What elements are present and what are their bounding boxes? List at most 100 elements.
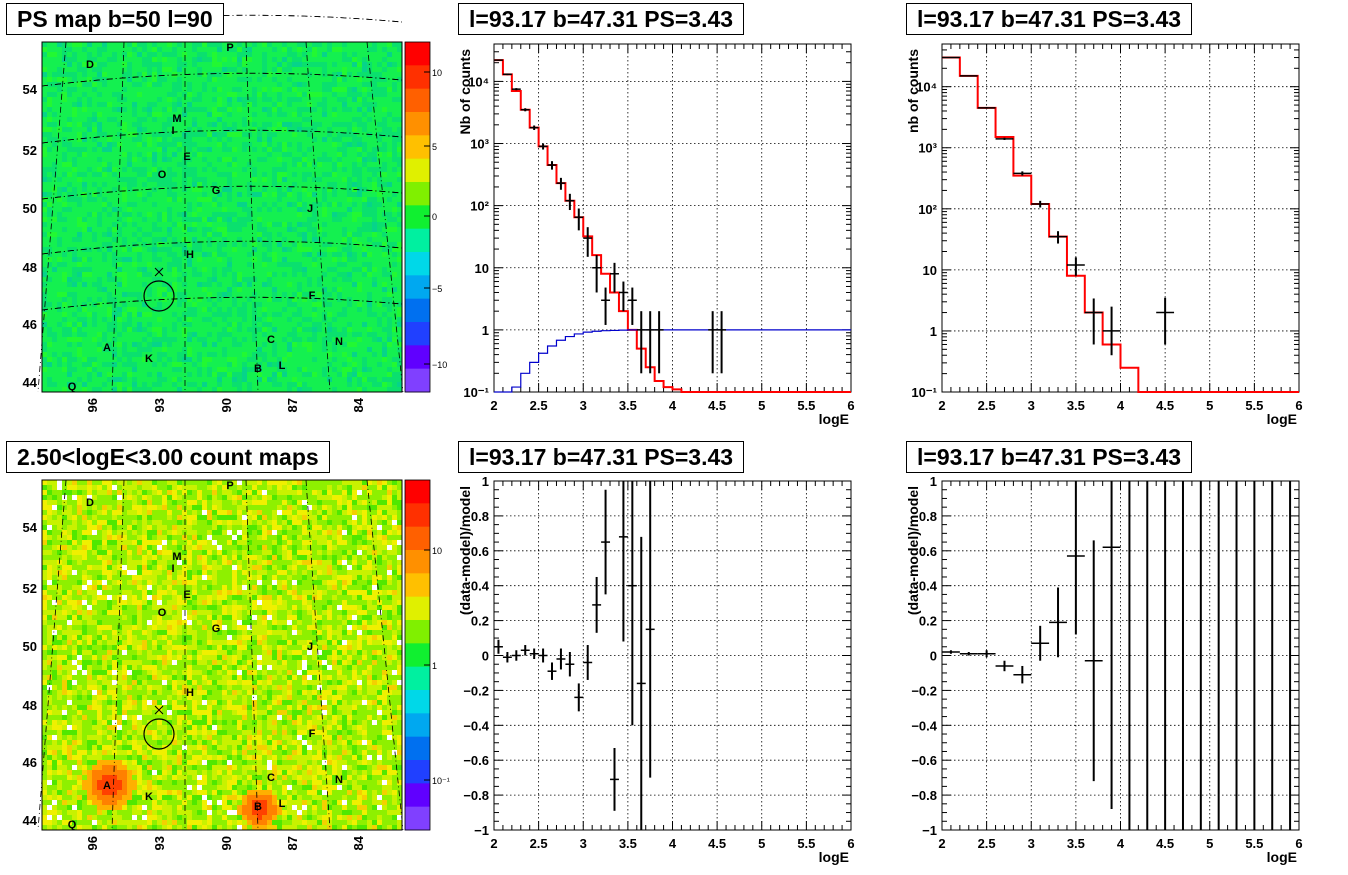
map-pixel — [372, 292, 378, 298]
map-pixel — [352, 362, 358, 368]
map-pixel — [62, 92, 68, 98]
map-pixel — [387, 177, 393, 183]
map-pixel — [72, 262, 78, 268]
map-pixel — [52, 67, 58, 73]
map-pixel — [207, 377, 213, 383]
map-pixel — [82, 82, 88, 88]
map-pixel — [132, 272, 138, 278]
map-pixel — [352, 132, 358, 138]
map-pixel — [252, 277, 258, 283]
map-pixel — [332, 382, 338, 388]
map-pixel — [227, 297, 233, 303]
map-pixel — [77, 207, 83, 213]
map-pixel — [77, 117, 83, 123]
map-pixel — [357, 102, 363, 108]
map-pixel — [262, 107, 268, 113]
map-pixel — [52, 117, 58, 123]
map-pixel — [362, 137, 368, 143]
map-pixel — [302, 322, 308, 328]
map-pixel — [67, 252, 73, 258]
map-pixel — [392, 297, 398, 303]
map-pixel — [47, 82, 53, 88]
map-pixel — [122, 387, 128, 393]
map-pixel — [387, 307, 393, 313]
map-pixel — [157, 157, 163, 163]
map-pixel — [172, 277, 178, 283]
map-pixel — [162, 277, 168, 283]
map-pixel — [137, 367, 143, 373]
map-pixel — [227, 382, 233, 388]
map-pixel — [317, 372, 323, 378]
map-pixel — [367, 157, 373, 163]
map-pixel — [382, 142, 388, 148]
map-pixel — [202, 167, 208, 173]
map-pixel — [112, 347, 118, 353]
map-pixel — [357, 347, 363, 353]
map-pixel — [222, 72, 228, 78]
map-pixel — [267, 277, 273, 283]
map-pixel — [177, 82, 183, 88]
map-pixel — [167, 52, 173, 58]
map-pixel — [397, 92, 403, 98]
map-pixel — [397, 347, 403, 353]
map-pixel — [232, 277, 238, 283]
map-pixel — [172, 42, 178, 48]
map-pixel — [232, 357, 238, 363]
map-pixel — [62, 72, 68, 78]
map-pixel — [52, 77, 58, 83]
map-pixel — [397, 42, 403, 48]
map-pixel — [62, 247, 68, 253]
map-pixel — [62, 142, 68, 148]
map-pixel — [227, 312, 233, 318]
map-pixel — [287, 237, 293, 243]
map-pixel — [67, 237, 73, 243]
map-pixel — [327, 57, 333, 63]
map-pixel — [162, 42, 168, 48]
map-pixel — [377, 187, 383, 193]
map-pixel — [112, 277, 118, 283]
map-pixel — [372, 257, 378, 263]
map-pixel — [362, 382, 368, 388]
map-pixel — [117, 137, 123, 143]
map-pixel — [257, 87, 263, 93]
map-pixel — [332, 262, 338, 268]
map-pixel — [67, 77, 73, 83]
map-pixel — [152, 377, 158, 383]
map-pixel — [247, 332, 253, 338]
map-pixel — [102, 242, 108, 248]
map-pixel — [72, 247, 78, 253]
map-pixel — [377, 362, 383, 368]
map-pixel — [82, 347, 88, 353]
map-pixel — [177, 357, 183, 363]
map-pixel — [197, 207, 203, 213]
map-pixel — [57, 152, 63, 158]
map-pixel — [147, 72, 153, 78]
map-pixel — [307, 232, 313, 238]
map-pixel — [202, 262, 208, 268]
map-pixel — [307, 102, 313, 108]
map-pixel — [157, 317, 163, 323]
map-pixel — [362, 77, 368, 83]
map-pixel — [327, 42, 333, 48]
map-pixel — [367, 267, 373, 273]
map-pixel — [382, 127, 388, 133]
map-pixel — [122, 72, 128, 78]
map-pixel — [242, 322, 248, 328]
map-pixel — [152, 212, 158, 218]
map-pixel — [352, 167, 358, 173]
map-pixel — [72, 92, 78, 98]
map-pixel — [302, 77, 308, 83]
map-pixel — [347, 52, 353, 58]
map-pixel — [97, 107, 103, 113]
map-pixel — [252, 237, 258, 243]
map-pixel — [182, 232, 188, 238]
map-pixel — [42, 92, 48, 98]
map-pixel — [392, 347, 398, 353]
map-pixel — [297, 312, 303, 318]
map-pixel — [307, 132, 313, 138]
map-pixel — [162, 102, 168, 108]
map-pixel — [67, 197, 73, 203]
map-pixel — [127, 42, 133, 48]
map-pixel — [267, 52, 273, 58]
map-pixel — [362, 42, 368, 48]
